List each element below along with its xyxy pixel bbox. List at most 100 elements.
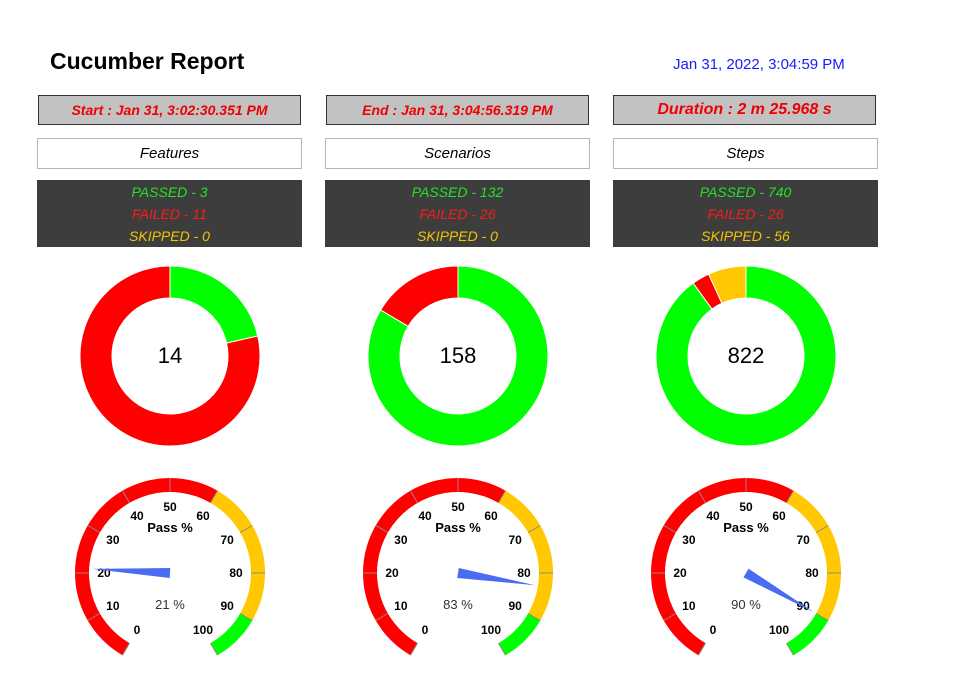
gauge-band-green	[210, 613, 253, 656]
gauge-tick-label: 80	[805, 566, 819, 580]
gauge-tick-label: 100	[481, 623, 501, 637]
gauge-tick-label: 0	[134, 623, 141, 637]
gauge-tick-label: 30	[394, 533, 408, 547]
gauge-tick-label: 60	[484, 509, 498, 523]
gauge-tick-label: 50	[739, 500, 753, 514]
gauge-tick-label: 80	[229, 566, 243, 580]
gauge-tick-label: 0	[710, 623, 717, 637]
scenarios-pass-gauge: 0 10 20 30 40 50 60 70 80 90 100 Pass % 83 %	[363, 478, 553, 656]
gauge-tick-label: 100	[193, 623, 213, 637]
gauge-tick-label: 40	[706, 509, 720, 523]
gauge-tick-label: 30	[682, 533, 696, 547]
gauge-tick-label: 20	[673, 566, 687, 580]
gauge-band-green	[786, 613, 829, 656]
gauge-tick	[410, 642, 418, 656]
features-skipped-count: SKIPPED - 0	[129, 227, 210, 244]
gauge-tick-label: 10	[394, 599, 408, 613]
gauge-tick	[786, 490, 794, 504]
gauge-tick	[87, 525, 101, 533]
gauge-tick-label: 30	[106, 533, 120, 547]
gauge-tick-label: 90	[508, 599, 522, 613]
passed-slice	[367, 265, 549, 447]
gauge-tick-label: 40	[418, 509, 432, 523]
report-date: Jan 31, 2022, 3:04:59 PM	[673, 56, 845, 73]
steps-header: Steps	[613, 138, 878, 169]
gauge-tick-label: 90	[220, 599, 234, 613]
gauge-needle	[457, 568, 536, 586]
gauge-tick-label: 50	[163, 500, 177, 514]
gauge-tick-label: 70	[796, 533, 810, 547]
gauge-tick	[663, 613, 677, 621]
gauge-band-orange	[210, 490, 265, 621]
gauge-band-orange	[786, 490, 841, 621]
gauge-tick	[210, 490, 218, 504]
features-passed-count: PASSED - 3	[131, 183, 208, 200]
scenarios-failed-count: FAILED - 26	[419, 205, 496, 222]
features-pass-gauge: 0 10 20 30 40 50 60 70 80 90 100 Pass % 21 %	[75, 478, 265, 656]
gauge-tick	[122, 490, 130, 504]
gauge-band-orange	[498, 490, 553, 621]
features-donut-total: 14	[158, 343, 182, 368]
steps-stats: PASSED - 740 FAILED - 26 SKIPPED - 56	[613, 180, 878, 247]
gauge-tick	[122, 642, 130, 656]
gauge-tick-label: 70	[220, 533, 234, 547]
skipped-slice	[707, 265, 747, 304]
steps-donut-chart: 822	[655, 265, 837, 447]
steps-donut-total: 822	[728, 343, 765, 368]
steps-gauge-title: Pass %	[723, 520, 769, 535]
gauge-band-red	[363, 478, 506, 656]
gauge-tick	[498, 642, 506, 656]
gauge-tick	[375, 613, 389, 621]
features-gauge-value: 21 %	[155, 597, 185, 612]
features-gauge-title: Pass %	[147, 520, 193, 535]
gauge-tick-label: 20	[385, 566, 399, 580]
gauge-tick	[698, 490, 706, 504]
gauge-tick	[410, 490, 418, 504]
scenarios-gauge-value: 83 %	[443, 597, 473, 612]
gauge-band-red	[651, 478, 794, 656]
passed-slice	[169, 265, 259, 344]
gauge-tick	[498, 490, 506, 504]
gauge-tick-label: 10	[106, 599, 120, 613]
gauge-tick-label: 50	[451, 500, 465, 514]
scenarios-skipped-count: SKIPPED - 0	[417, 227, 498, 244]
steps-passed-count: PASSED - 740	[699, 183, 792, 200]
gauge-tick	[87, 613, 101, 621]
scenarios-passed-count: PASSED - 132	[411, 183, 504, 200]
gauge-tick	[210, 642, 218, 656]
gauge-tick-label: 100	[769, 623, 789, 637]
failed-slice	[79, 265, 261, 447]
gauge-tick-label: 80	[517, 566, 531, 580]
steps-gauge-value: 90 %	[731, 597, 761, 612]
gauge-band-green	[498, 613, 541, 656]
features-failed-count: FAILED - 11	[132, 205, 207, 222]
gauge-tick-label: 40	[130, 509, 144, 523]
gauge-tick-label: 70	[508, 533, 522, 547]
scenarios-donut-chart: 158	[367, 265, 549, 447]
duration-box: Duration : 2 m 25.968 s	[613, 95, 876, 125]
gauge-band-red	[75, 478, 218, 656]
end-time-box: End : Jan 31, 3:04:56.319 PM	[326, 95, 589, 125]
gauge-tick	[239, 613, 253, 621]
gauge-tick	[698, 642, 706, 656]
gauge-tick-label: 0	[422, 623, 429, 637]
features-stats: PASSED - 3 FAILED - 11 SKIPPED - 0	[37, 180, 302, 247]
gauge-tick	[527, 613, 541, 621]
gauge-tick	[239, 525, 253, 533]
start-time-box: Start : Jan 31, 3:02:30.351 PM	[38, 95, 301, 125]
report-title: Cucumber Report	[50, 48, 245, 74]
gauge-tick	[375, 525, 389, 533]
gauge-needle	[743, 568, 814, 612]
gauge-tick-label: 10	[682, 599, 696, 613]
scenarios-gauge-title: Pass %	[435, 520, 481, 535]
gauge-tick	[815, 525, 829, 533]
gauge-tick	[815, 613, 829, 621]
steps-skipped-count: SKIPPED - 56	[701, 227, 790, 244]
steps-failed-count: FAILED - 26	[707, 205, 784, 222]
passed-slice	[655, 265, 837, 447]
gauge-tick-label: 60	[196, 509, 210, 523]
scenarios-donut-total: 158	[440, 343, 477, 368]
gauge-tick	[527, 525, 541, 533]
scenarios-stats: PASSED - 132 FAILED - 26 SKIPPED - 0	[325, 180, 590, 247]
scenarios-header: Scenarios	[325, 138, 590, 169]
